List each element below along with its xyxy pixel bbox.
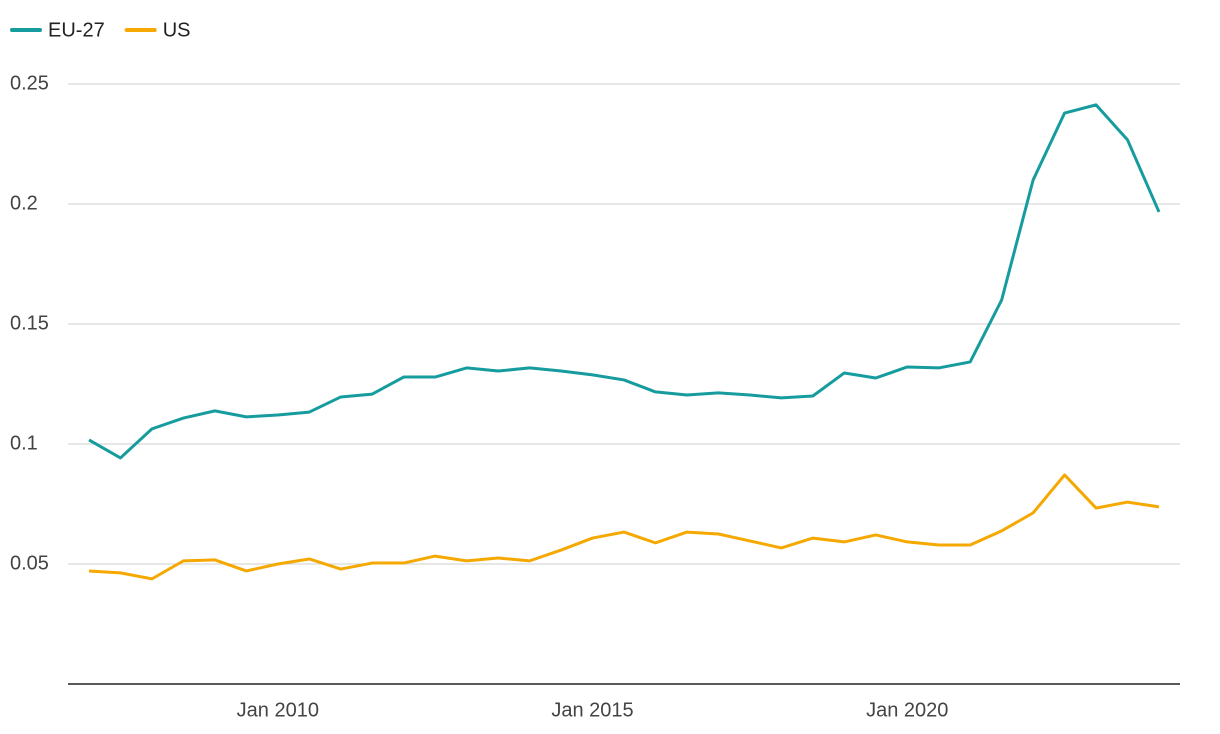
y-tick-label: 0.15 bbox=[10, 312, 49, 334]
series-line bbox=[88, 103, 1161, 460]
legend-label: US bbox=[163, 19, 191, 41]
legend-label: EU-27 bbox=[48, 19, 105, 41]
series-line bbox=[88, 473, 1160, 581]
y-tick-label: 0.1 bbox=[10, 432, 38, 454]
y-tick-label: 0.2 bbox=[10, 192, 38, 214]
x-tick-label: Jan 2010 bbox=[237, 699, 319, 721]
y-tick-label: 0.05 bbox=[10, 552, 49, 574]
y-tick-label: 0.25 bbox=[10, 72, 49, 94]
x-tick-label: Jan 2015 bbox=[551, 699, 633, 721]
x-tick-label: Jan 2020 bbox=[866, 699, 948, 721]
